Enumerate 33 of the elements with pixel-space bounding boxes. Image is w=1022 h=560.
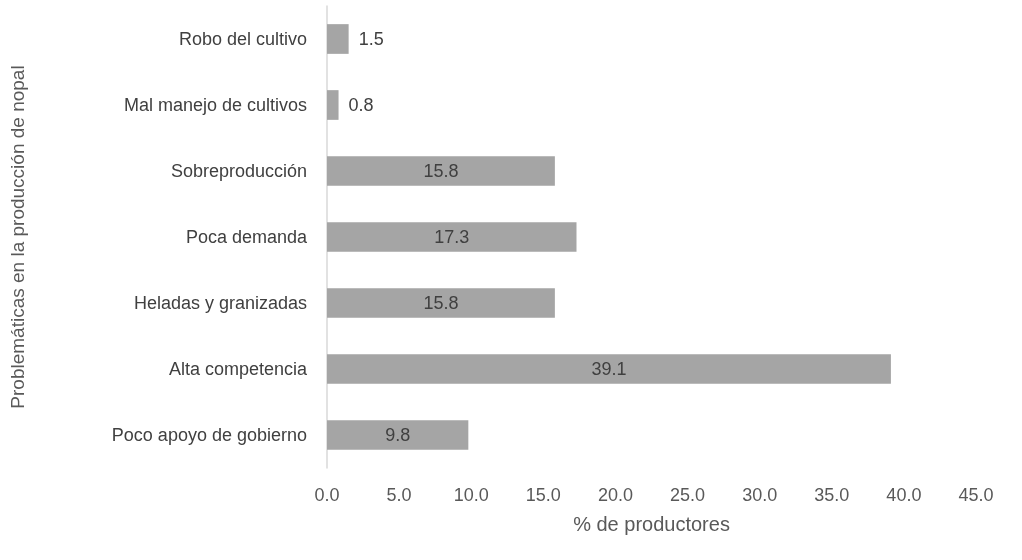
y-tick-label: Poco apoyo de gobierno <box>111 425 307 445</box>
data-label: 15.8 <box>423 161 459 181</box>
data-label: 9.8 <box>385 425 411 445</box>
x-tick-label: 20.0 <box>597 485 633 505</box>
x-tick-label: 0.0 <box>314 485 340 505</box>
y-tick-label: Poca demanda <box>185 227 308 247</box>
bar <box>327 90 339 120</box>
data-label: 1.5 <box>358 29 384 49</box>
x-tick-label: 15.0 <box>525 485 561 505</box>
bar <box>327 222 577 252</box>
x-tick-label: 25.0 <box>670 485 706 505</box>
x-tick-label: 30.0 <box>742 485 778 505</box>
x-axis-title: % de productores <box>573 513 730 535</box>
bar <box>327 354 891 384</box>
y-axis-title: Problemáticas en la producción de nopal <box>7 65 28 409</box>
x-tick-label: 10.0 <box>453 485 489 505</box>
bar <box>327 24 349 54</box>
bar <box>327 156 555 186</box>
y-tick-label: Mal manejo de cultivos <box>123 95 307 115</box>
x-tick-label: 5.0 <box>386 485 412 505</box>
y-tick-label: Robo del cultivo <box>178 29 307 49</box>
data-label: 15.8 <box>423 293 459 313</box>
y-tick-label: Sobreproducción <box>170 161 307 181</box>
data-label: 0.8 <box>348 95 374 115</box>
y-tick-label: Alta competencia <box>168 359 308 379</box>
x-tick-label: 35.0 <box>814 485 850 505</box>
y-tick-label: Heladas y granizadas <box>133 293 307 313</box>
bar <box>327 288 555 318</box>
data-label: 17.3 <box>434 227 470 247</box>
bar <box>327 420 469 450</box>
x-tick-label: 40.0 <box>886 485 922 505</box>
x-tick-label: 45.0 <box>958 485 994 505</box>
data-label: 39.1 <box>591 359 627 379</box>
